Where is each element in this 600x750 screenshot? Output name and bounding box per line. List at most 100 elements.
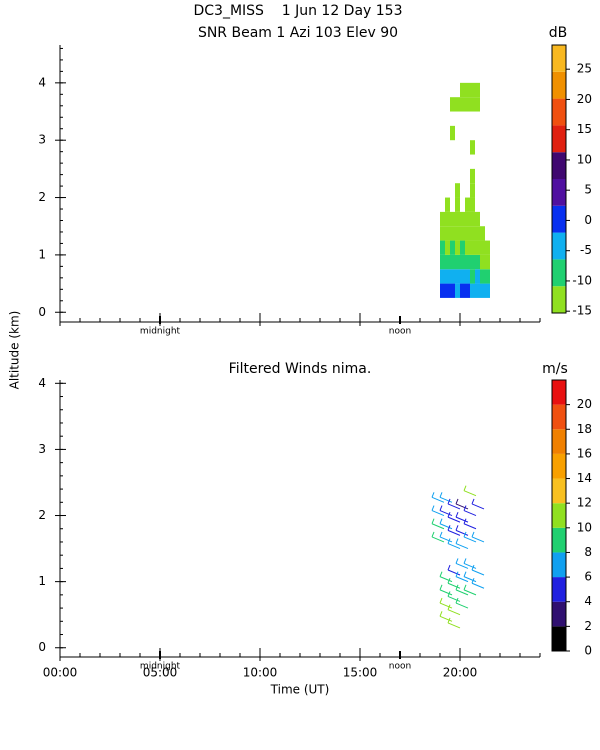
colorbar-tick-label: 18 [577, 422, 592, 436]
heat-cell [470, 97, 475, 112]
barb-line [447, 498, 461, 510]
barb-line [471, 498, 485, 510]
heat-cell [450, 211, 455, 227]
colorbar-label: dB [549, 25, 568, 41]
x-marker [399, 316, 401, 324]
colorbar-swatch [552, 45, 566, 72]
x-tick-label: 20:00 [443, 666, 478, 680]
barb-line [455, 525, 469, 536]
barb-line [447, 591, 461, 602]
heat-cell [470, 226, 475, 241]
heat-cell [450, 254, 455, 270]
colorbar-tick-label: 12 [577, 496, 592, 510]
colorbar-swatch [552, 71, 566, 99]
wind-barb [455, 498, 469, 510]
heat-cell [470, 254, 475, 270]
colorbar-tick-label: 16 [577, 446, 592, 460]
heat-cell [485, 283, 490, 298]
heat-cell [465, 197, 470, 212]
colorbar-tick-label: 20 [577, 92, 592, 106]
barb-line [439, 584, 453, 596]
heat-cell [470, 140, 475, 155]
barb-line [471, 564, 485, 576]
heat-cell [455, 211, 460, 227]
y-tick-label: 1 [38, 247, 46, 261]
barb-line [471, 531, 485, 543]
colorbar-tick-label: 5 [584, 183, 592, 197]
wind-barb [463, 584, 477, 596]
wind-barb [439, 597, 453, 609]
barb-line [431, 518, 445, 530]
barb-line [463, 518, 477, 530]
colorbar-tick-label: 6 [584, 570, 592, 584]
heat-cell [470, 197, 475, 212]
wind-barb [471, 498, 485, 510]
heat-cell [480, 269, 485, 284]
heat-cell [470, 240, 475, 255]
wind-barb [471, 564, 485, 576]
colorbar-tick-label: 25 [577, 62, 592, 76]
heat-cell [450, 283, 455, 298]
y-tick-label: 0 [38, 305, 46, 319]
wind-barb [463, 505, 477, 516]
heat-cell [470, 82, 475, 98]
wind-barb [431, 531, 445, 543]
barb-line [463, 584, 477, 596]
heat-cell [450, 269, 455, 284]
colorbar-swatch [552, 380, 566, 405]
heat-cell [470, 168, 475, 184]
heat-cell [455, 197, 460, 212]
colorbar-swatch [552, 152, 566, 179]
colorbar-frame [551, 44, 567, 314]
heat-cell [455, 254, 460, 270]
heat-cell [470, 269, 475, 284]
wind-barb [455, 511, 469, 523]
heat-cell [455, 226, 460, 241]
heat-cell [450, 240, 455, 255]
heat-cell [445, 254, 450, 270]
colorbar-swatch [552, 429, 566, 454]
barb-line [439, 492, 453, 503]
colorbar-tick-label: 20 [577, 397, 592, 411]
heat-cell [470, 283, 475, 298]
colorbar-tick-label: 15 [577, 122, 592, 136]
colorbar-label: m/s [542, 361, 568, 377]
wind-barb [439, 571, 453, 583]
chart-title: Filtered Winds nima. [229, 361, 372, 377]
barb-line [471, 578, 485, 589]
heat-cell [460, 82, 465, 98]
barb-line [463, 531, 477, 543]
colorbar-swatch [552, 205, 566, 233]
x-marker [399, 651, 401, 659]
colorbar-swatch [552, 453, 566, 479]
heat-cell [465, 226, 470, 241]
barb-line [463, 485, 477, 497]
colorbar-tick-label: 4 [584, 594, 592, 608]
heat-cell [460, 226, 465, 241]
barb-line [439, 611, 453, 622]
heat-cell [445, 197, 450, 212]
colorbar-swatch [552, 478, 566, 504]
barb-line [439, 518, 453, 530]
wind-barb [463, 558, 477, 569]
heat-cell [475, 97, 480, 112]
heat-cell [480, 283, 485, 298]
wind-barb [455, 597, 469, 609]
heat-cell [440, 254, 445, 270]
wind-barb [463, 518, 477, 530]
colorbar-swatch [552, 179, 566, 206]
barb-line [431, 492, 445, 503]
x-tick-label: 10:00 [243, 666, 278, 680]
y-tick-label: 3 [38, 133, 46, 147]
y-tick-label: 2 [38, 190, 46, 204]
barb-line [463, 558, 477, 569]
x-marker-label: noon [389, 662, 411, 672]
heat-cell [460, 269, 465, 284]
colorbar-swatch [552, 125, 566, 153]
heat-cell [455, 240, 460, 255]
barb-line [463, 571, 477, 583]
wind-barb [447, 538, 461, 550]
heat-cell [445, 269, 450, 284]
barb-line [447, 578, 461, 589]
